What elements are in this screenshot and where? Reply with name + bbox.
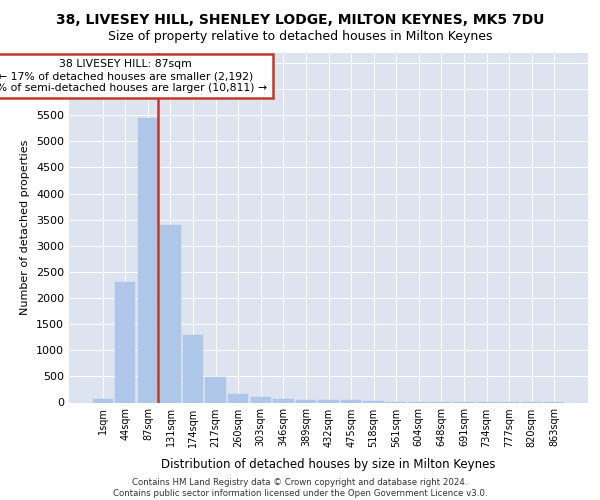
Y-axis label: Number of detached properties: Number of detached properties [20,140,31,315]
Bar [296,400,316,402]
Bar [183,334,203,402]
Bar [341,400,361,402]
Bar [138,118,158,403]
Bar [160,225,181,402]
Text: Size of property relative to detached houses in Milton Keynes: Size of property relative to detached ho… [108,30,492,43]
Bar [251,398,271,402]
Text: 38, LIVESEY HILL, SHENLEY LODGE, MILTON KEYNES, MK5 7DU: 38, LIVESEY HILL, SHENLEY LODGE, MILTON … [56,12,544,26]
Bar [273,399,293,402]
Bar [115,282,136,403]
Bar [319,400,338,402]
Text: 38 LIVESEY HILL: 87sqm
← 17% of detached houses are smaller (2,192)
82% of semi-: 38 LIVESEY HILL: 87sqm ← 17% of detached… [0,60,268,92]
X-axis label: Distribution of detached houses by size in Milton Keynes: Distribution of detached houses by size … [161,458,496,471]
Bar [205,378,226,402]
Bar [228,394,248,402]
Text: Contains HM Land Registry data © Crown copyright and database right 2024.
Contai: Contains HM Land Registry data © Crown c… [113,478,487,498]
Bar [92,400,113,402]
